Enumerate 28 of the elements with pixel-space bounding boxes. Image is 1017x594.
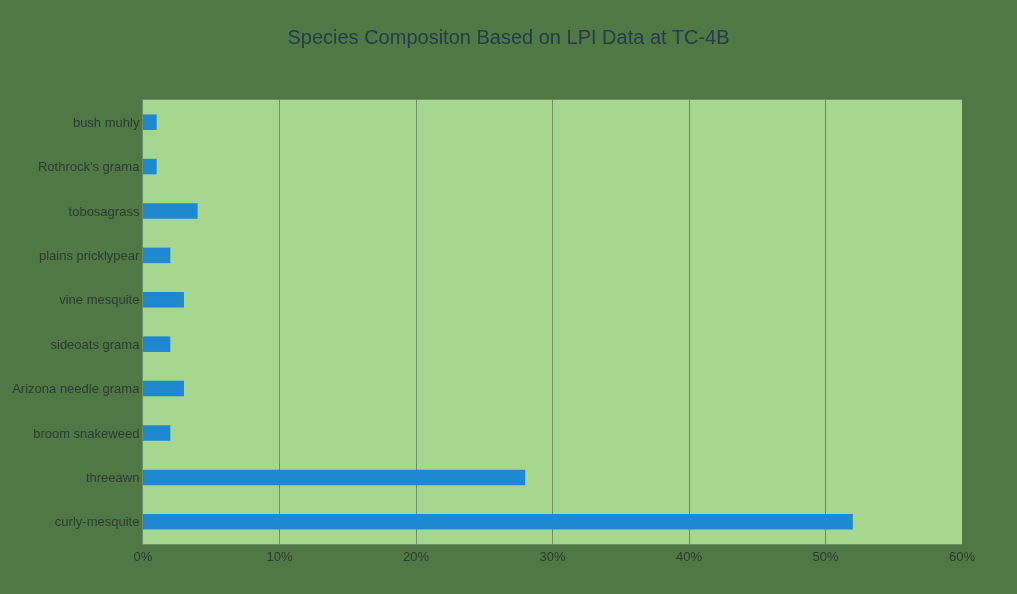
y-tick-label: bush muhly — [72, 114, 140, 130]
chart-title: Species Compositon Based on LPI Data at TC-4B — [287, 25, 730, 48]
y-tick-label: sideoats grama — [50, 336, 141, 352]
bar — [143, 247, 171, 264]
x-tick-label: 60% — [948, 548, 976, 564]
x-tick-label: 30% — [539, 548, 566, 564]
y-tick-label: threeawn — [85, 469, 140, 485]
x-tick-label: 10% — [266, 548, 293, 564]
y-tick-label: curly-mesquite — [54, 514, 140, 530]
x-tick-label: 20% — [402, 548, 430, 564]
y-tick-label: tobosagrass — [68, 203, 140, 219]
y-tick-label: broom snakeweed — [33, 425, 140, 441]
bar — [143, 203, 198, 219]
y-tick-label: Rothrock's grama — [37, 159, 141, 175]
bar — [143, 292, 184, 308]
bar — [143, 425, 171, 441]
x-tick-label: 0% — [133, 548, 153, 564]
y-tick-label: plains pricklypear — [38, 247, 141, 263]
bar — [143, 514, 853, 530]
x-tick-label: 40% — [675, 548, 703, 564]
y-tick-label: vine mesquite — [59, 292, 140, 308]
x-tick-label: 50% — [812, 548, 839, 564]
bar — [143, 336, 171, 352]
bar — [143, 380, 184, 397]
y-tick-label: Arizona needle grama — [12, 381, 141, 397]
bar — [143, 469, 526, 486]
bar — [143, 158, 157, 175]
bar — [143, 114, 157, 130]
